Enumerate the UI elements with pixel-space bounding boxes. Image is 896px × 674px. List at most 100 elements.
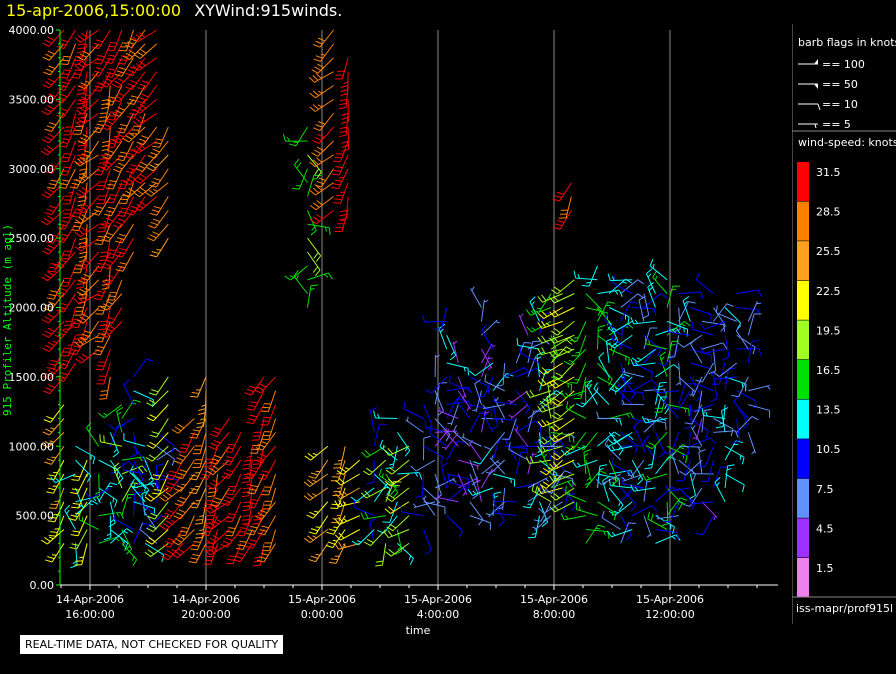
barb-feather [104, 61, 112, 64]
barb-feather [404, 450, 411, 457]
barb-feather [324, 273, 329, 278]
wind-barb [307, 174, 322, 197]
barb-feather [94, 127, 102, 130]
barb-feather [144, 551, 151, 557]
wind-barb [46, 459, 65, 481]
barb-feather [147, 237, 155, 242]
barb-feather [115, 254, 123, 258]
wind-barb [54, 321, 76, 339]
y-tick-label: 1500.00 [9, 371, 55, 384]
wind-barb [692, 418, 703, 440]
barb-feather [70, 514, 78, 518]
barb-feather [225, 496, 233, 500]
barb-shaft [688, 432, 691, 455]
barb-feather [423, 435, 431, 439]
barb-feather [259, 383, 267, 388]
barb-feather [680, 323, 686, 327]
barb-feather [550, 455, 558, 461]
barb-feather [46, 491, 54, 494]
wind-barb [643, 515, 652, 538]
wind-barb [515, 451, 529, 475]
wind-barb [138, 495, 158, 517]
barb-feather [92, 495, 100, 499]
barb-feather [608, 510, 616, 516]
barb-feather [603, 531, 606, 536]
barb-feather [751, 450, 756, 455]
barb-feather [541, 311, 548, 317]
barb-feather [239, 540, 247, 543]
barb-feather [146, 358, 154, 362]
wind-barb [114, 223, 134, 244]
barb-feather [339, 213, 347, 217]
wind-barb [678, 445, 701, 452]
barb-feather [222, 462, 230, 466]
wind-barb [644, 446, 656, 470]
wind-barb [173, 473, 195, 492]
barb-shaft [632, 362, 653, 373]
barb-feather [675, 327, 681, 335]
barb-feather [585, 383, 593, 388]
wind-barb [715, 404, 726, 429]
barb-feather [74, 160, 81, 167]
wind-barb [41, 99, 65, 116]
wind-barb [79, 140, 100, 160]
wind-barb [652, 270, 668, 294]
barb-shaft [614, 501, 633, 516]
barb-feather [577, 393, 583, 396]
speed-legend: 31.528.525.522.519.516.513.510.57.54.51.… [797, 162, 841, 597]
barb-feather [335, 479, 342, 486]
wind-barb [291, 168, 308, 190]
barb-feather [569, 339, 577, 342]
barb-feather [227, 513, 236, 516]
barb-feather [331, 173, 340, 176]
wind-barb [224, 501, 242, 523]
barb-feather [43, 99, 51, 104]
wind-barb [469, 501, 484, 526]
barb-feather [344, 467, 350, 470]
wind-barb [257, 515, 277, 536]
barb-shaft [620, 362, 627, 385]
barb-feather [584, 481, 592, 486]
barb-feather [139, 83, 147, 87]
wind-barb [261, 473, 277, 496]
barb-shaft [510, 404, 529, 420]
barb-feather [257, 512, 265, 517]
barb-feather [691, 389, 694, 395]
wind-barb [104, 57, 123, 78]
barb-feather [151, 250, 159, 254]
barb-feather [122, 462, 124, 471]
barb-feather [602, 476, 609, 482]
barb-shaft [434, 473, 442, 496]
barb-feather [630, 393, 636, 400]
wind-barb [492, 473, 516, 487]
barb-feather [139, 522, 144, 530]
barb-feather [259, 528, 267, 532]
wind-barb [551, 390, 575, 406]
barb-feather [79, 237, 87, 241]
wind-barb [676, 362, 681, 386]
barb-feather [44, 107, 52, 113]
barb-shaft [440, 307, 448, 329]
barb-feather [480, 412, 488, 415]
barb-shaft [86, 140, 100, 160]
barb-feather [200, 418, 205, 421]
wind-barb [112, 154, 134, 173]
wind-barb [423, 404, 433, 430]
barb-feather [207, 495, 215, 498]
barb-feather [386, 526, 394, 532]
wind-barb [46, 473, 65, 494]
barb-feather [108, 96, 116, 99]
barb-feather [177, 548, 185, 553]
legend-barb-feather [817, 103, 821, 111]
barb-feather [78, 176, 87, 180]
barb-feather [688, 404, 693, 412]
barb-feather [226, 447, 234, 450]
barb-shaft [375, 417, 398, 419]
wind-barb [596, 411, 621, 420]
wind-barb [583, 449, 591, 475]
wind-barb [100, 293, 123, 311]
barb-feather [125, 155, 133, 160]
wind-barb [678, 383, 693, 405]
barb-shaft [671, 453, 680, 475]
barb-feather [113, 224, 121, 229]
